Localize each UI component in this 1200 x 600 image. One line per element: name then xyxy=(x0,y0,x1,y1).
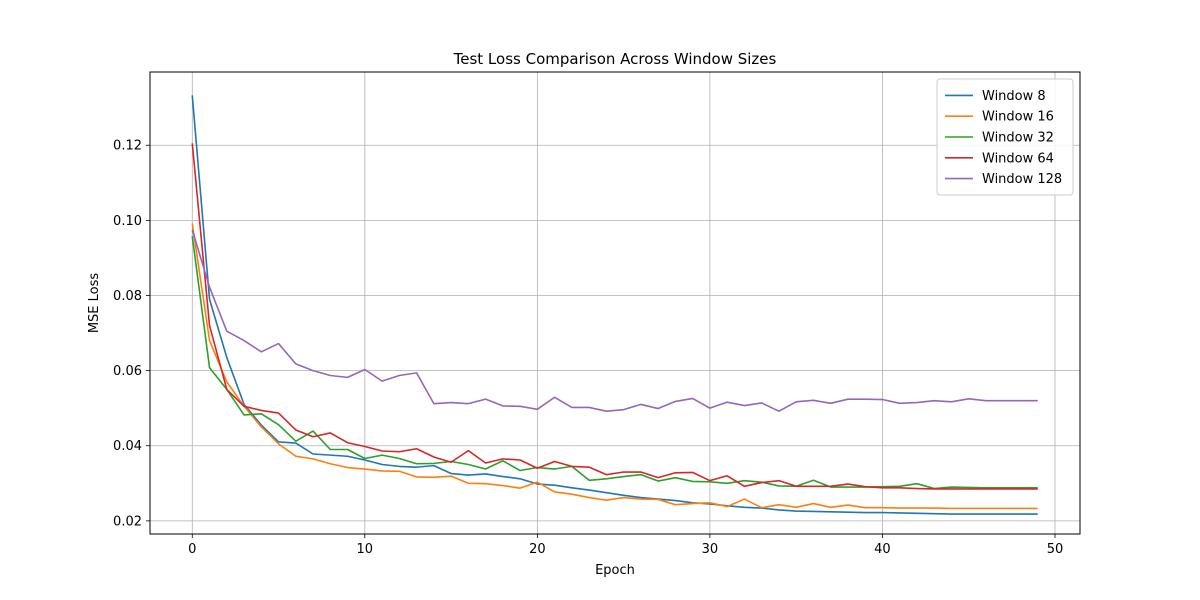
y-tick-label: 0.06 xyxy=(113,364,142,379)
x-tick-label: 40 xyxy=(874,542,891,557)
grid-lines xyxy=(150,72,1080,534)
y-tick-label: 0.10 xyxy=(113,214,142,229)
x-tick-label: 0 xyxy=(188,542,196,557)
legend: Window 8 Window 16 Window 32 Window 64 Windo… xyxy=(936,78,1074,196)
x-tick-label: 50 xyxy=(1047,542,1064,557)
x-tick-label: 20 xyxy=(529,542,546,557)
y-tick-label: 0.04 xyxy=(113,439,142,454)
plot-frame xyxy=(149,71,1081,535)
chart-title: Test Loss Comparison Across Window Sizes xyxy=(453,50,777,68)
series-lines xyxy=(191,95,1038,515)
legend-label: Window 128 xyxy=(982,172,1062,187)
legend-label: Window 16 xyxy=(982,110,1054,125)
series-line-window-8 xyxy=(191,95,1038,515)
axis-ticks: 0 10 20 30 40 50 0.02 0.04 0.06 0.08 0.10 0.12 xyxy=(113,139,1063,557)
series-line-window-128 xyxy=(191,229,1038,412)
x-tick-label: 30 xyxy=(702,542,719,557)
legend-label: Window 64 xyxy=(982,151,1054,166)
y-axis-label: MSE Loss xyxy=(87,273,102,334)
x-tick-label: 10 xyxy=(357,542,374,557)
y-tick-label: 0.08 xyxy=(113,289,142,304)
x-axis-label: Epoch xyxy=(595,563,635,578)
y-tick-label: 0.02 xyxy=(113,514,142,529)
legend-label: Window 8 xyxy=(982,89,1046,104)
series-line-window-64 xyxy=(191,143,1038,490)
y-tick-label: 0.12 xyxy=(113,139,142,154)
legend-box xyxy=(936,78,1074,196)
series-line-window-32 xyxy=(191,236,1038,490)
legend-label: Window 32 xyxy=(982,131,1054,146)
series-line-window-16 xyxy=(191,223,1038,510)
